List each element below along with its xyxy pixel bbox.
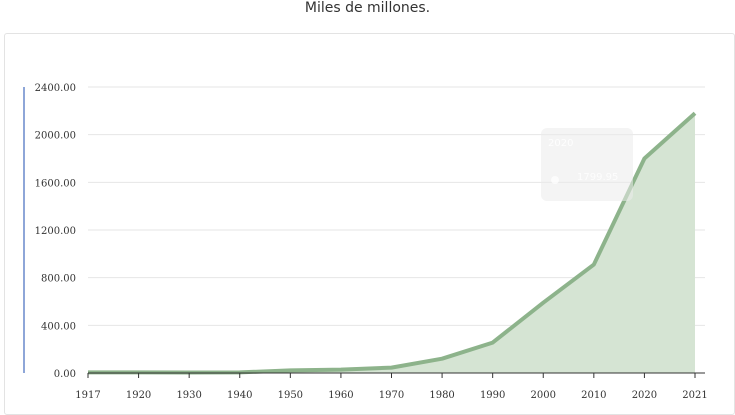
- y-tick-label: 1600.00: [35, 178, 76, 189]
- x-tick-label: 1920: [126, 390, 151, 400]
- tooltip-value: 1799.95: [577, 172, 619, 183]
- x-tick-label: 1960: [328, 390, 353, 400]
- area-chart: 0.00 400.00 800.00 1200.00 1600.00 2000.00 240…: [35, 83, 708, 400]
- x-tick-label: 1940: [227, 390, 252, 400]
- x-tick-label: 1990: [480, 390, 505, 400]
- x-tick-label: 1917: [75, 390, 100, 400]
- tooltip-title: 2020: [548, 138, 574, 149]
- tooltip-swatch: [551, 176, 559, 184]
- x-tick-label: 1980: [429, 390, 454, 400]
- x-tick-label: 1970: [379, 390, 404, 400]
- chart-tooltip: 2020 1799.95: [541, 128, 633, 201]
- chart-subtitle: Miles de millones.: [304, 0, 431, 16]
- y-tick-label: 400.00: [41, 321, 76, 332]
- x-tick-label: 2000: [531, 390, 556, 400]
- y-tick-label: 2400.00: [35, 83, 76, 94]
- left-accent-bar: [23, 87, 25, 373]
- x-tick-label: 2010: [581, 390, 606, 400]
- x-tick-label: 2020: [632, 390, 657, 400]
- x-tick-label: 1950: [278, 390, 303, 400]
- x-tick-label: 1930: [176, 390, 201, 400]
- y-tick-label: 2000.00: [35, 131, 76, 142]
- area-fill: [88, 113, 695, 373]
- y-tick-label: 1200.00: [35, 226, 76, 237]
- y-tick-label: 0.00: [54, 369, 76, 380]
- y-tick-label: 800.00: [41, 274, 76, 285]
- x-tick-label: 2021: [682, 390, 707, 400]
